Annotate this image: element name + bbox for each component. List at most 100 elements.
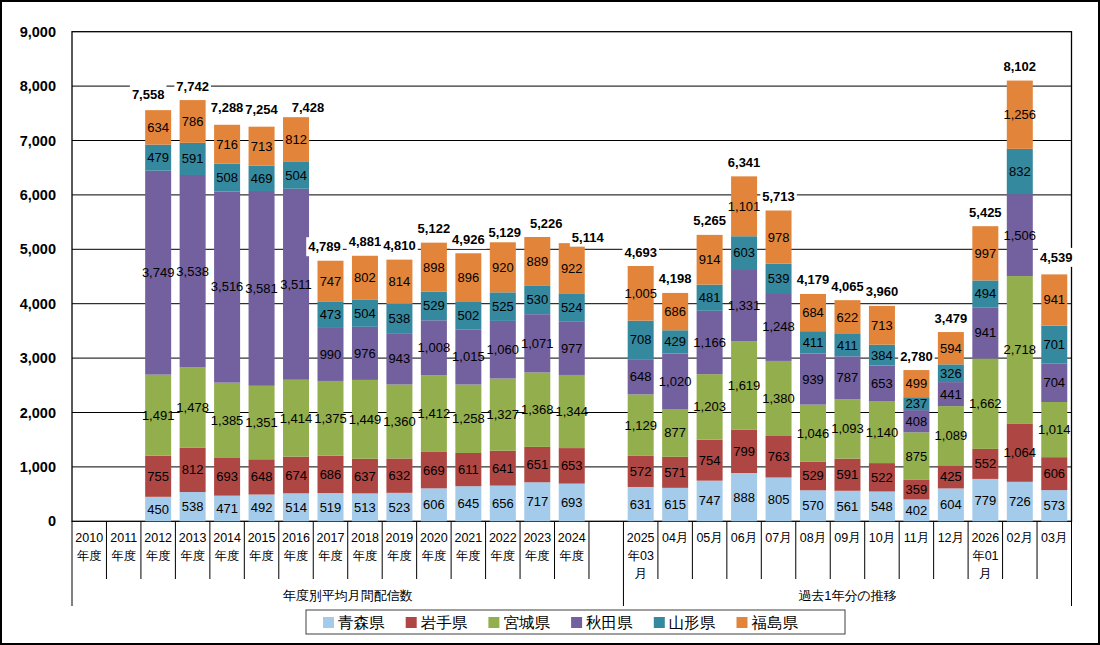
segment-value-label: 1,506 — [1004, 228, 1037, 243]
segment-value-label: 978 — [768, 230, 790, 245]
bar-total-label: 4,065 — [831, 279, 864, 294]
segment-value-label: 1,256 — [1004, 107, 1037, 122]
segment-value-label: 941 — [974, 325, 996, 340]
segment-value-label: 622 — [837, 310, 859, 325]
x-axis-label: 2017 — [317, 531, 345, 545]
segment-value-label: 492 — [251, 500, 273, 515]
segment-value-label: 411 — [837, 338, 858, 353]
segment-value-label: 326 — [940, 366, 962, 381]
legend: 青森県岩手県宮城県秋田県山形県福島県 — [306, 610, 845, 634]
x-axis-label: 10月 — [869, 531, 895, 545]
legend-swatch — [737, 617, 748, 628]
x-axis-label: 2021 — [454, 531, 482, 545]
segment-value-label: 504 — [285, 168, 307, 183]
x-axis-label: 2010 — [75, 531, 103, 545]
segment-value-label: 604 — [940, 497, 962, 512]
segment-value-label: 1,619 — [728, 378, 761, 393]
segment-value-label: 1,491 — [142, 408, 175, 423]
x-axis-label: 2023 — [523, 531, 551, 545]
segment-value-label: 3,511 — [280, 277, 312, 292]
segment-value-label: 888 — [733, 490, 755, 505]
segment-value-label: 812 — [285, 132, 307, 147]
segment-value-label: 1,360 — [383, 414, 416, 429]
segment-value-label: 561 — [837, 499, 859, 514]
segment-value-label: 1,129 — [624, 418, 657, 433]
segment-value-label: 704 — [1043, 375, 1065, 390]
segment-value-label: 717 — [526, 494, 548, 509]
segment-value-label: 3,538 — [176, 264, 209, 279]
segment-value-label: 976 — [354, 346, 376, 361]
legend-label: 秋田県 — [586, 614, 633, 631]
bar-total-label: 5,122 — [418, 221, 451, 236]
segment-value-label: 1,166 — [693, 335, 726, 350]
axis-group-label: 過去1年分の推移 — [798, 588, 897, 603]
bar-total-label: 2,780 — [900, 349, 933, 364]
segment-value-label: 669 — [423, 463, 445, 478]
segment-value-label: 977 — [561, 341, 583, 356]
segment-value-label: 591 — [182, 151, 204, 166]
legend-swatch — [406, 617, 417, 628]
x-axis-label: 年度 — [421, 549, 446, 563]
segment-value-label: 408 — [906, 414, 928, 429]
segment-value-label: 571 — [664, 465, 686, 480]
segment-value-label: 922 — [561, 261, 583, 276]
segment-value-label: 877 — [664, 425, 686, 440]
segment-value-label: 686 — [664, 304, 686, 319]
axis-group-label: 年度別平均月間配信数 — [283, 588, 413, 603]
segment-value-label: 606 — [423, 497, 445, 512]
segment-value-label: 469 — [251, 171, 273, 186]
x-axis-label: 2022 — [489, 531, 517, 545]
x-axis-label: 年度 — [249, 549, 274, 563]
segment-value-label: 519 — [320, 500, 342, 515]
segment-value-label: 1,258 — [452, 411, 485, 426]
bar-total-label: 6,341 — [728, 155, 761, 170]
segment-value-label: 645 — [458, 496, 480, 511]
x-axis-label: 年度 — [456, 549, 481, 563]
segment-value-label: 1,008 — [418, 340, 451, 355]
segment-value-label: 508 — [216, 170, 238, 185]
segment-value-label: 471 — [216, 501, 238, 516]
x-axis-label: 年度 — [559, 549, 584, 563]
segment-value-label: 653 — [561, 458, 583, 473]
bar-total-label: 4,810 — [383, 238, 416, 253]
segment-value-label: 411 — [803, 335, 824, 350]
x-axis-label: 2025 — [627, 531, 655, 545]
segment-value-label: 552 — [974, 456, 996, 471]
segment-value-label: 832 — [1009, 164, 1031, 179]
segment-value-label: 651 — [526, 457, 548, 472]
segment-value-label: 606 — [1043, 466, 1065, 481]
segment-value-label: 538 — [182, 499, 204, 514]
segment-value-label: 656 — [492, 496, 514, 511]
segment-value-label: 522 — [871, 470, 893, 485]
segment-value-label: 1,662 — [969, 396, 1002, 411]
segment-value-label: 1,101 — [728, 199, 761, 214]
y-axis-tick-label: 1,000 — [20, 459, 56, 475]
segment-value-label: 684 — [802, 305, 824, 320]
chart-canvas: 01,0002,0003,0004,0005,0006,0007,0008,00… — [0, 0, 1100, 645]
x-axis-label: 年度 — [318, 549, 343, 563]
x-axis-label: 09月 — [834, 531, 860, 545]
segment-value-label: 1,331 — [728, 298, 761, 313]
segment-value-label: 943 — [389, 351, 411, 366]
x-axis-label: 05月 — [696, 531, 722, 545]
x-axis-label: 07月 — [765, 531, 791, 545]
segment-value-label: 1,014 — [1038, 422, 1071, 437]
bar-total-label: 4,926 — [452, 232, 485, 247]
segment-value-label: 1,046 — [797, 426, 830, 441]
segment-value-label: 3,516 — [211, 279, 244, 294]
segment-value-label: 603 — [733, 245, 755, 260]
bar-total-label: 5,129 — [489, 225, 522, 240]
y-axis-tick-label: 2,000 — [20, 405, 56, 421]
y-axis-tick-label: 5,000 — [20, 241, 56, 257]
segment-value-label: 441 — [940, 387, 962, 402]
x-axis-label: 月 — [634, 567, 647, 581]
y-axis-tick-label: 7,000 — [20, 133, 56, 149]
segment-value-label: 648 — [630, 369, 652, 384]
segment-value-label: 591 — [837, 467, 859, 482]
segment-value-label: 539 — [768, 271, 790, 286]
x-axis-label: 年度 — [525, 549, 550, 563]
x-axis-label: 年度 — [352, 549, 377, 563]
segment-value-label: 3,581 — [245, 281, 278, 296]
segment-value-label: 802 — [354, 270, 376, 285]
bar-total-label: 5,226 — [530, 216, 563, 231]
